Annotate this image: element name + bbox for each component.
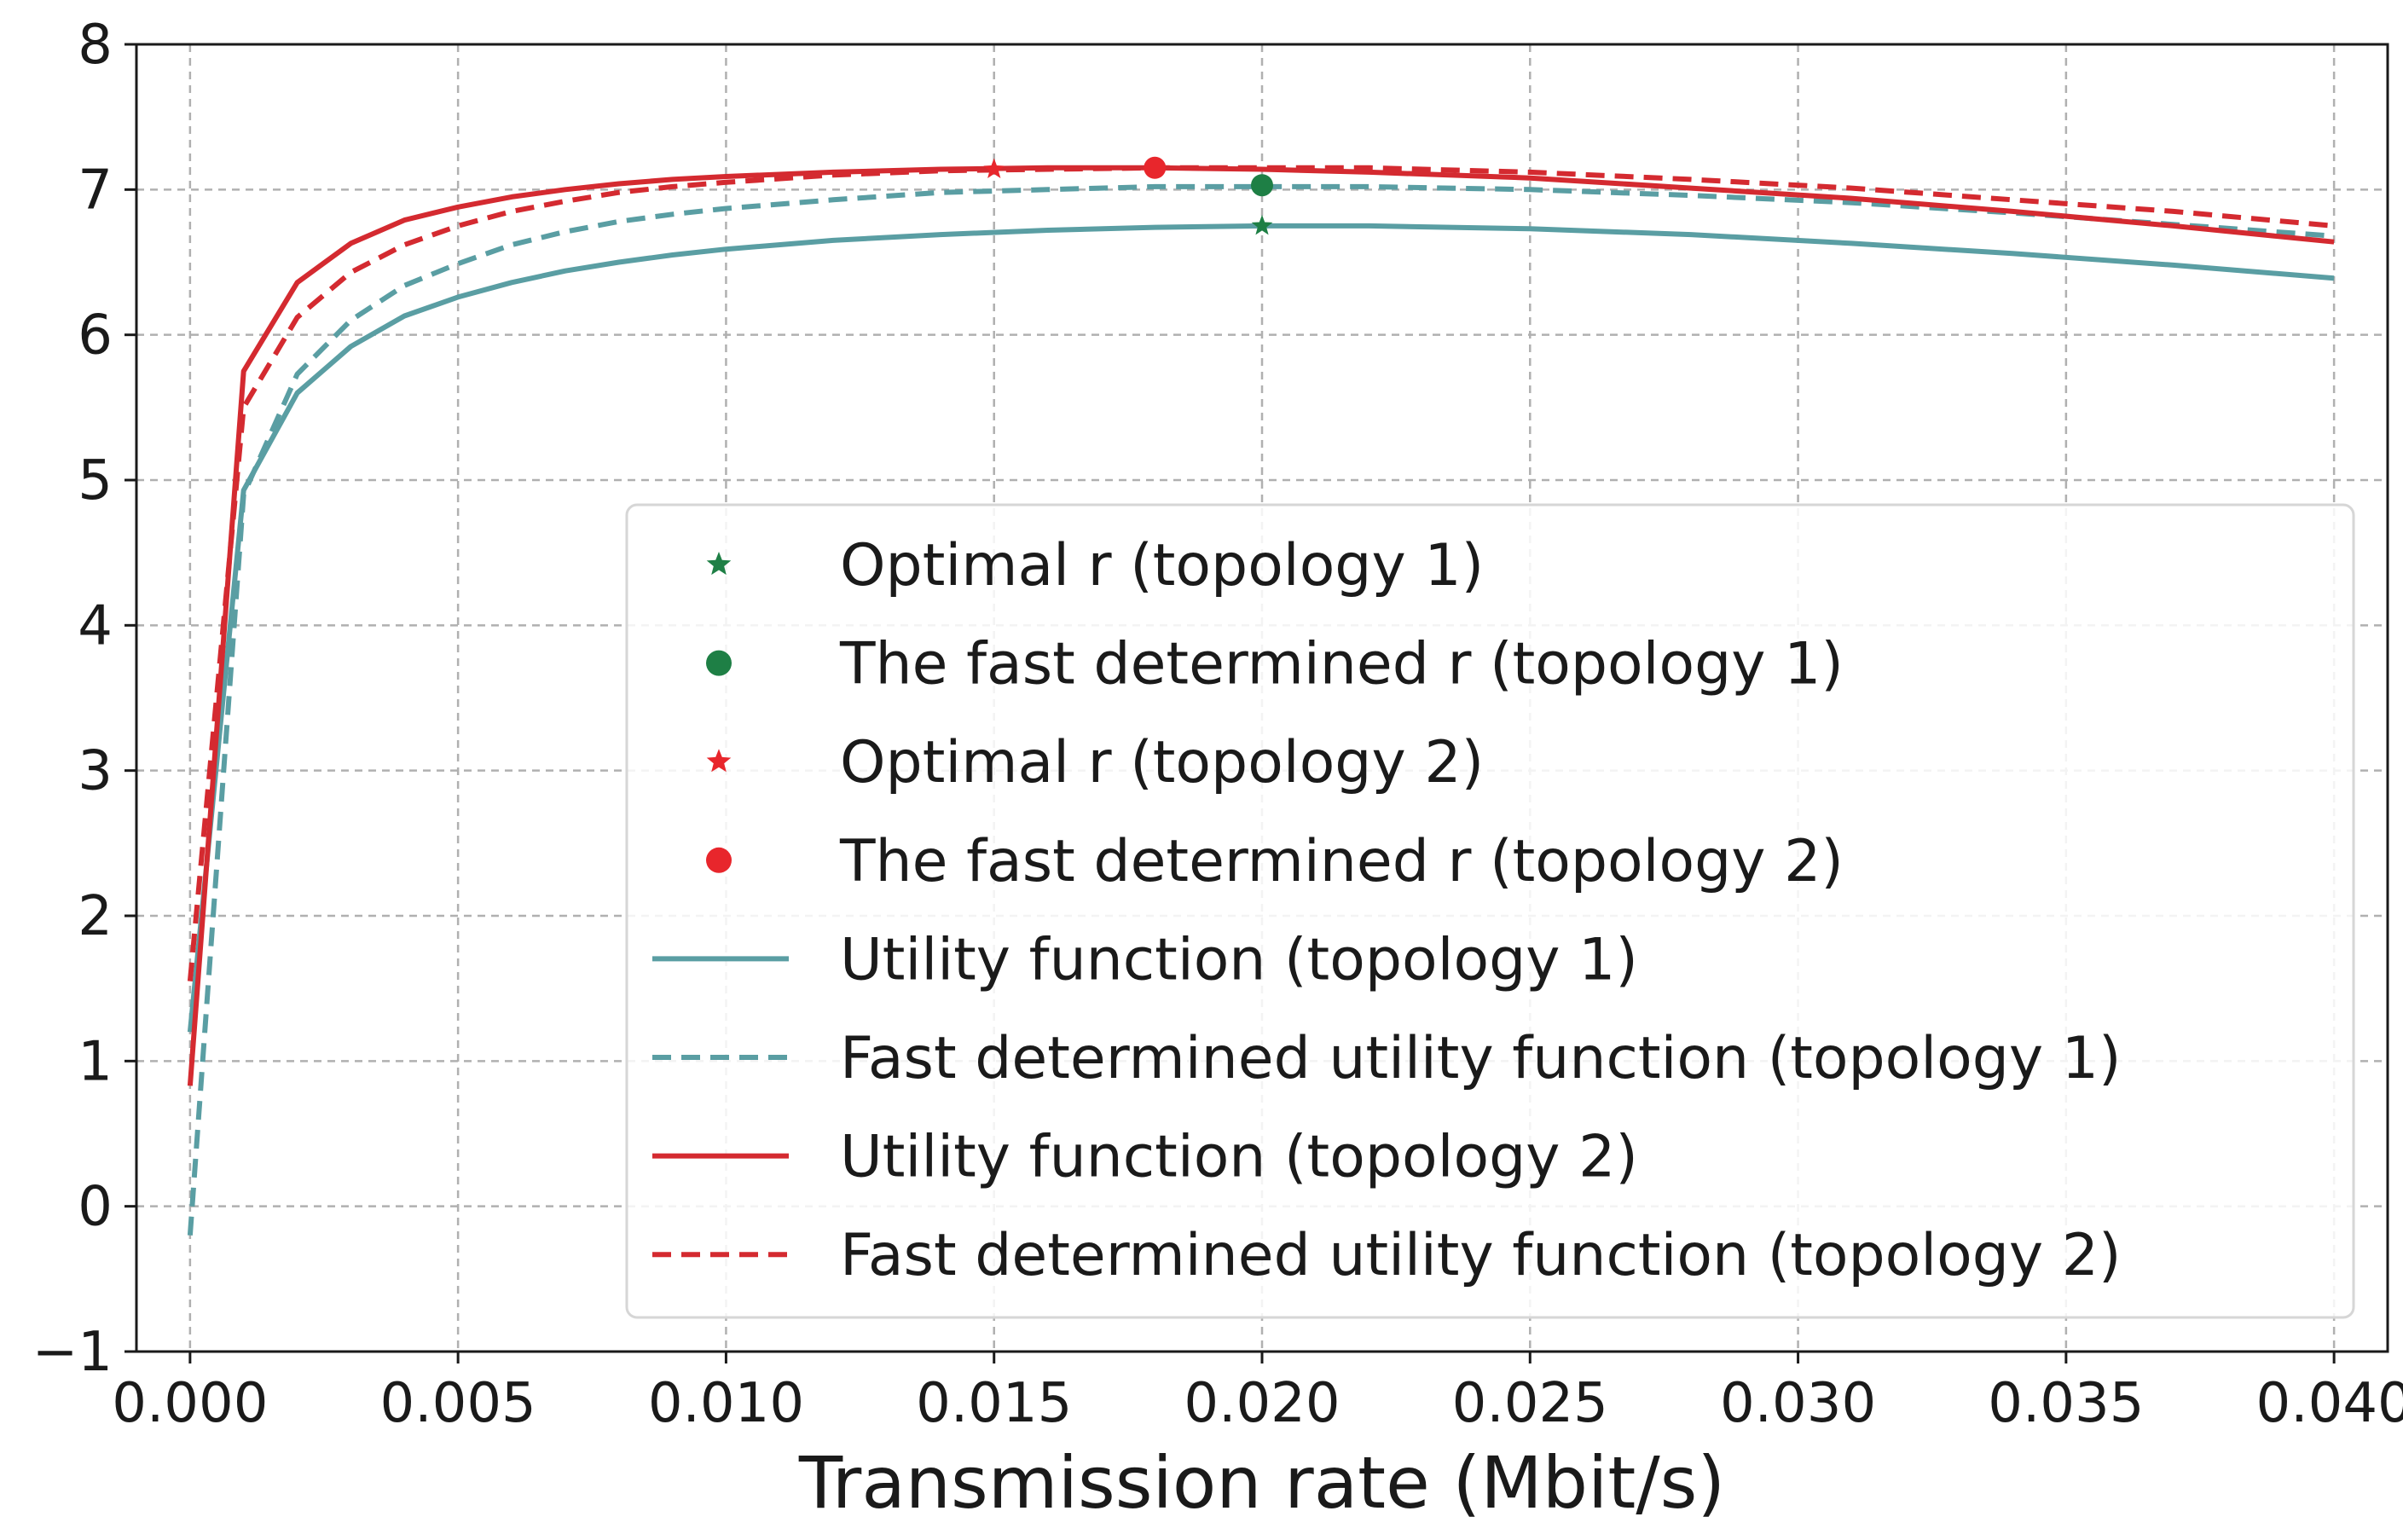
series-line-1 [187,223,2335,1033]
x-tick-label: 0.005 [380,1372,536,1435]
optimal-r-star-marker-1 [1251,214,1273,235]
legend-label: Utility function (topology 1) [840,926,1638,993]
y-axis: −1 0 1 2 3 4 5 6 7 8 [32,14,136,1384]
x-axis: 0.000 0.005 0.010 0.015 0.020 0.025 0.030 0.035… [112,1352,2403,1435]
series-line-2 [187,183,2335,1236]
legend-label: Optimal r (topology 2) [840,729,1484,796]
y-tick-label: −1 [32,1321,113,1384]
x-tick-label: 0.010 [648,1372,804,1435]
y-tick-label: 1 [78,1030,113,1093]
fast-r-circle-marker-2 [1251,174,1273,197]
y-tick-label: 0 [78,1176,113,1239]
y-tick-label: 5 [78,449,113,512]
legend-label: The fast determined r (topology 1) [839,631,1844,698]
y-tick-label: 4 [78,594,113,657]
y-tick-label: 3 [78,740,113,803]
legend-label: Optimal r (topology 1) [840,532,1484,599]
y-tick-label: 2 [78,885,113,948]
legend-label: Fast determined utility function (topolo… [840,1222,2122,1289]
series-layer [187,165,2335,1236]
legend-star-icon [706,749,732,773]
x-tick-label: 0.015 [916,1372,1072,1435]
legend-star-icon [706,552,732,576]
y-tick-label: 6 [78,304,113,368]
y-tick-label: 8 [78,14,113,77]
legend: Optimal r (topology 1) The fast determine… [625,503,2355,1319]
series-line-3 [187,165,2335,1086]
legend-circle-icon [706,847,732,873]
legend-label: The fast determined r (topology 2) [839,828,1844,895]
legend-circle-icon [706,650,732,676]
optimal-r-star-marker-3 [983,158,1005,178]
x-tick-label: 0.040 [2256,1372,2403,1435]
marker-layer [983,156,1273,235]
legend-box [625,503,2355,1319]
x-tick-label: 0.025 [1452,1372,1608,1435]
x-tick-label: 0.035 [1988,1372,2144,1435]
series-line-4 [187,165,2335,981]
x-tick-label: 0.030 [1720,1372,1876,1435]
x-tick-label: 0.020 [1184,1372,1340,1435]
fast-r-circle-marker-4 [1144,156,1167,179]
y-tick-label: 7 [78,159,113,222]
legend-label: Utility function (topology 2) [840,1124,1638,1191]
legend-label: Fast determined utility function (topolo… [840,1025,2122,1092]
x-tick-label: 0.000 [112,1372,268,1435]
x-axis-label: Transmission rate (Mbit/s) [798,1441,1725,1525]
